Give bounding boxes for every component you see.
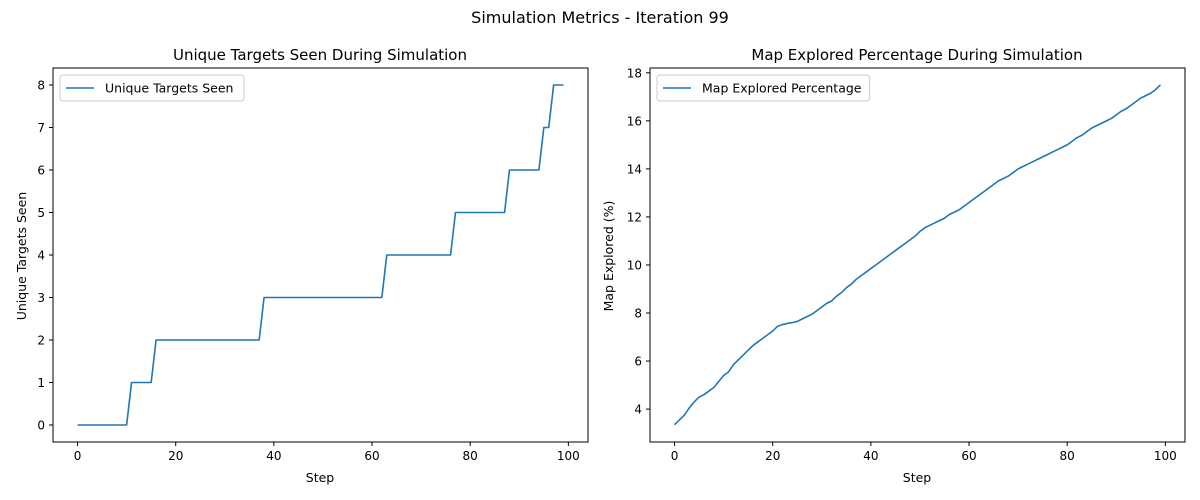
right-chart-ytick-label: 18 xyxy=(627,66,642,80)
right-chart: Map Explored Percentage During Simulatio… xyxy=(601,46,1186,485)
right-chart-legend: Map Explored Percentage xyxy=(656,74,870,102)
left-chart-ytick-label: 5 xyxy=(37,206,45,220)
left-chart-title: Unique Targets Seen During Simulation xyxy=(173,46,467,64)
left-chart-legend: Unique Targets Seen xyxy=(59,74,245,102)
left-chart-xlabel: Step xyxy=(306,470,335,485)
left-chart-ytick-label: 8 xyxy=(37,79,45,93)
left-chart-ytick-label: 1 xyxy=(37,376,45,390)
right-chart-ytick-label: 14 xyxy=(627,162,642,176)
right-chart-ytick-label: 4 xyxy=(634,403,642,417)
left-chart-xtick-label: 0 xyxy=(74,449,82,463)
right-chart-series-line xyxy=(673,84,1162,426)
left-chart-ytick-label: 7 xyxy=(37,121,45,135)
left-chart-xtick-label: 60 xyxy=(364,449,379,463)
right-chart-ytick-label: 8 xyxy=(634,307,642,321)
right-chart-axes-frame xyxy=(649,67,1186,443)
left-chart-axes-frame xyxy=(52,67,589,443)
left-chart-ytick-label: 4 xyxy=(37,249,45,263)
right-chart-xtick-label: 80 xyxy=(1060,449,1075,463)
right-chart-ytick-label: 6 xyxy=(634,355,642,369)
left-chart-ytick-label: 6 xyxy=(37,164,45,178)
right-chart-xtick-label: 60 xyxy=(961,449,976,463)
left-chart-xtick-label: 40 xyxy=(266,449,281,463)
right-chart-ytick-label: 16 xyxy=(627,114,642,128)
left-chart-series-line xyxy=(77,84,564,426)
right-chart-ytick-label: 12 xyxy=(627,210,642,224)
left-chart-ytick-label: 3 xyxy=(37,291,45,305)
right-chart-ytick-label: 10 xyxy=(627,258,642,272)
left-chart-xtick-label: 20 xyxy=(168,449,183,463)
left-chart-ylabel: Unique Targets Seen xyxy=(14,192,29,320)
right-chart-xtick-label: 100 xyxy=(1154,449,1177,463)
right-chart-xtick-label: 40 xyxy=(863,449,878,463)
right-chart-xtick-label: 0 xyxy=(671,449,679,463)
right-chart-xtick-label: 20 xyxy=(765,449,780,463)
left-chart-xtick-label: 80 xyxy=(463,449,478,463)
left-chart-legend-label: Unique Targets Seen xyxy=(105,81,233,96)
left-chart-ytick-label: 2 xyxy=(37,334,45,348)
figure-suptitle: Simulation Metrics - Iteration 99 xyxy=(471,8,729,27)
right-chart-legend-box xyxy=(656,74,870,102)
right-chart-ylabel: Map Explored (%) xyxy=(601,201,616,312)
right-chart-title: Map Explored Percentage During Simulatio… xyxy=(751,46,1082,64)
left-chart: Unique Targets Seen During Simulation St… xyxy=(14,46,589,485)
left-chart-legend-box xyxy=(59,74,245,102)
left-chart-ytick-label: 0 xyxy=(37,419,45,433)
right-chart-xlabel: Step xyxy=(903,470,932,485)
right-chart-legend-label: Map Explored Percentage xyxy=(702,81,862,96)
left-chart-xtick-label: 100 xyxy=(557,449,580,463)
